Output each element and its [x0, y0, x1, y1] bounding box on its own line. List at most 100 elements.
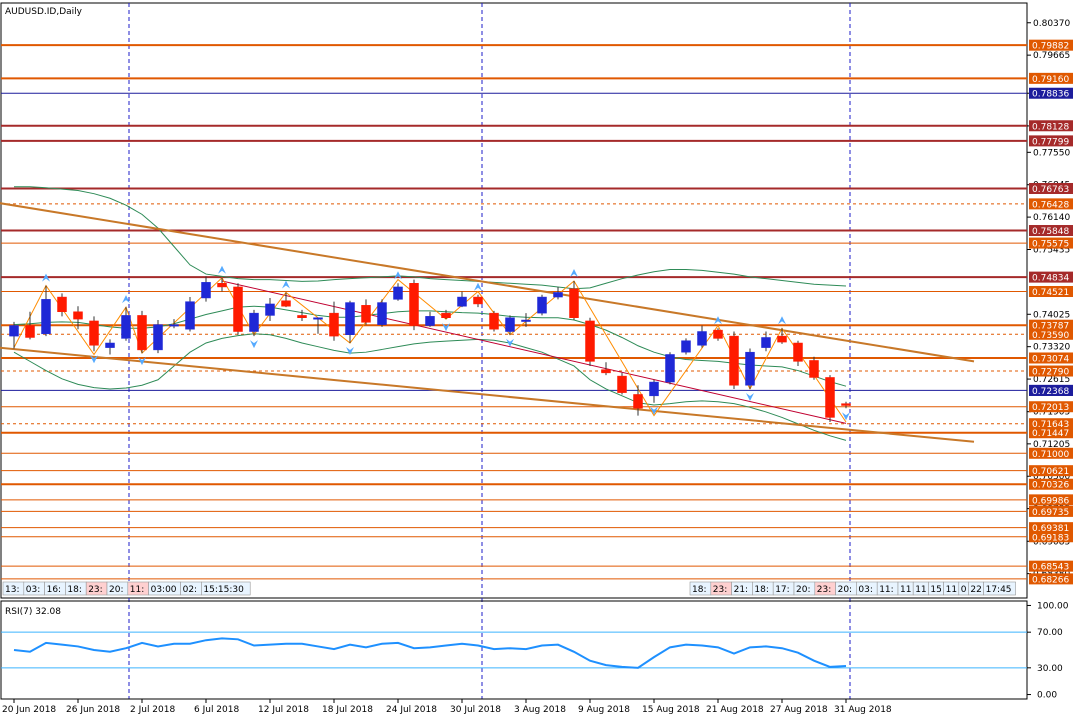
- candle-body[interactable]: [569, 288, 579, 318]
- level-price-box: [1029, 182, 1073, 194]
- session-label: 0: [961, 585, 967, 595]
- level-price-label: 0.68543: [1032, 563, 1069, 573]
- candle-body[interactable]: [105, 342, 115, 348]
- main-pane-frame: [0, 2, 1028, 599]
- candle-body[interactable]: [361, 305, 371, 323]
- candle-body[interactable]: [473, 296, 483, 305]
- candle-body[interactable]: [393, 286, 403, 300]
- time-status-bar: 13: 03: 16: 18: 23: 20: 11: 03:00 02: 15:15:30 18:…: [2, 581, 1016, 596]
- session-box: [983, 581, 1016, 596]
- level-price-box: [1029, 319, 1073, 331]
- candle-body[interactable]: [345, 302, 355, 335]
- session-label: 23:: [817, 585, 831, 595]
- level-price-box: [1029, 573, 1073, 585]
- level-price-box: [1029, 478, 1073, 490]
- candle-body[interactable]: [41, 299, 51, 335]
- date-tick-label: 27 Aug 2018: [770, 705, 828, 715]
- level-price-label: 0.76428: [1032, 200, 1069, 210]
- price-tick-label: 0.74025: [1033, 310, 1070, 320]
- level-price-label: 0.69986: [1032, 496, 1069, 506]
- session-label: 17:: [775, 585, 789, 595]
- candle-body[interactable]: [153, 324, 163, 351]
- price-tick-label: 0.70500: [1033, 472, 1070, 482]
- fractal-up-arrow: [394, 271, 402, 280]
- candle-body[interactable]: [729, 335, 739, 386]
- candle-body[interactable]: [649, 381, 659, 397]
- candle-body[interactable]: [665, 354, 675, 383]
- candle-body[interactable]: [9, 325, 19, 337]
- candle-body[interactable]: [329, 312, 339, 337]
- candle-body[interactable]: [793, 342, 803, 362]
- candle-body[interactable]: [745, 351, 755, 386]
- level-price-box: [1029, 285, 1073, 297]
- candle-body[interactable]: [169, 324, 179, 327]
- session-label: 15: [930, 585, 941, 595]
- candle-body[interactable]: [25, 325, 35, 338]
- candle-body[interactable]: [217, 283, 227, 288]
- candle-body[interactable]: [489, 312, 499, 330]
- candle-body[interactable]: [265, 303, 275, 316]
- level-price-box: [1029, 418, 1073, 430]
- session-label: 15:15:30: [203, 585, 244, 595]
- candle-body[interactable]: [441, 312, 451, 318]
- session-label: 13:: [5, 585, 19, 595]
- candle-body[interactable]: [425, 316, 435, 326]
- candle-body[interactable]: [761, 337, 771, 348]
- fractal-up-arrow: [122, 295, 130, 304]
- candle-body[interactable]: [825, 377, 835, 418]
- candle-body[interactable]: [585, 320, 595, 362]
- date-tick-label: 15 Aug 2018: [642, 705, 700, 715]
- candle-body[interactable]: [777, 335, 787, 343]
- candle-body[interactable]: [89, 320, 99, 346]
- candle-body[interactable]: [537, 296, 547, 314]
- main-chart-pane[interactable]: [0, 2, 1028, 699]
- candle-body[interactable]: [681, 340, 691, 353]
- candle-body[interactable]: [201, 282, 211, 299]
- candle-body[interactable]: [617, 375, 627, 393]
- candle-body[interactable]: [521, 319, 531, 322]
- candle-body[interactable]: [297, 315, 307, 318]
- price-tick-label: 0.76140: [1033, 213, 1070, 223]
- price-tick-label: 0.73320: [1033, 343, 1070, 353]
- price-tick-label: 0.72615: [1033, 375, 1070, 385]
- fractal-up-arrow: [218, 265, 226, 274]
- current-price-label: 0.72368: [1032, 387, 1069, 397]
- candle-body[interactable]: [553, 292, 563, 298]
- fractal-up-arrow: [570, 268, 578, 277]
- session-label: 20:: [838, 585, 852, 595]
- candle-body[interactable]: [697, 331, 707, 346]
- candle-body[interactable]: [249, 312, 259, 332]
- candle-body[interactable]: [233, 286, 243, 332]
- level-price-box: [1029, 120, 1073, 132]
- level-price-label: 0.69735: [1032, 508, 1069, 518]
- candle-body[interactable]: [713, 329, 723, 339]
- candle-body[interactable]: [377, 302, 387, 325]
- level-price-box: [1029, 39, 1073, 51]
- candle-body[interactable]: [457, 296, 467, 307]
- candle-body[interactable]: [281, 300, 291, 307]
- fractal-down-arrow: [746, 392, 754, 401]
- candle-body[interactable]: [601, 369, 611, 374]
- candle-body[interactable]: [841, 403, 851, 406]
- candle-body[interactable]: [313, 317, 323, 320]
- fractal-up-arrow: [714, 316, 722, 325]
- fractal-down-arrow: [90, 355, 98, 364]
- candle-body[interactable]: [633, 394, 643, 409]
- price-tick-label: 0.80370: [1033, 19, 1070, 29]
- level-price-label: 0.72790: [1032, 368, 1069, 378]
- candle-body[interactable]: [809, 360, 819, 378]
- level-price-box: [1029, 531, 1073, 543]
- candle-body[interactable]: [185, 301, 195, 330]
- candle-body[interactable]: [505, 317, 515, 332]
- session-label: 23:: [713, 585, 727, 595]
- candle-body[interactable]: [121, 315, 131, 339]
- session-label: 11:: [879, 585, 893, 595]
- rsi-pane[interactable]: 100.00 70.00 30.00 0.00: [0, 600, 1069, 701]
- candle-body[interactable]: [409, 283, 419, 326]
- candle-body[interactable]: [73, 311, 83, 320]
- candle-body[interactable]: [137, 315, 147, 351]
- candle-body[interactable]: [57, 296, 67, 313]
- level-price-label: 0.75575: [1032, 240, 1069, 250]
- level-price-label: 0.70326: [1032, 481, 1069, 491]
